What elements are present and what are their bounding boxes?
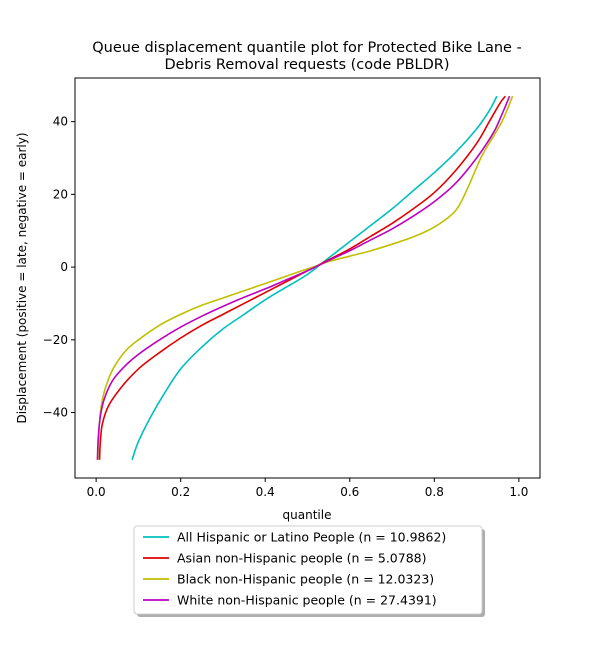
y-axis-label: Displacement (positive = late, negative … [15,132,29,423]
legend-label-1: Asian non-Hispanic people (n = 5.0788) [177,551,427,566]
y-tick-label: −20 [43,333,68,347]
series-line-3 [96,95,511,460]
plot-frame [74,77,541,479]
x-tick-label: 0.2 [171,485,190,499]
x-tick-label: 0.0 [87,485,106,499]
chart-title-line-1: Queue displacement quantile plot for Pro… [92,40,522,56]
y-tick-label: −40 [43,406,68,420]
y-tick-label: 0 [60,260,68,274]
y-tick-label: 40 [53,115,68,129]
y-tick-label: 20 [53,187,68,201]
y-axis: −40 −20 0 20 40 [43,115,75,420]
x-tick-label: 0.6 [340,485,359,499]
series-line-2 [97,95,514,460]
legend-label-3: White non-Hispanic people (n = 27.4391) [177,593,437,608]
x-axis-label: quantile [283,508,332,522]
legend-label-0: All Hispanic or Latino People (n = 10.98… [177,530,446,545]
legend-items: All Hispanic or Latino People (n = 10.98… [143,530,446,608]
plot-lines [96,95,514,461]
series-line-1 [98,95,506,460]
chart-title-line-2: Debris Removal requests (code PBLDR) [164,57,449,73]
legend-box [133,525,483,615]
x-tick-label: 0.4 [256,485,275,499]
x-axis: 0.0 0.2 0.4 0.6 0.8 1.0 [87,478,528,499]
legend-label-2: Black non-Hispanic people (n = 12.0323) [177,572,434,587]
series-line-0 [131,95,498,461]
x-tick-label: 1.0 [509,485,528,499]
legend: All Hispanic or Latino People (n = 10.98… [133,525,485,617]
x-tick-label: 0.8 [425,485,444,499]
